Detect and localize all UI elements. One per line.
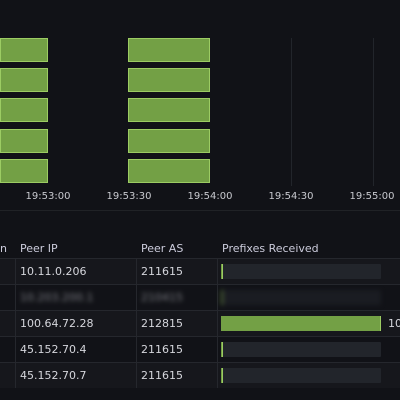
column-separator — [136, 363, 137, 388]
column-separator — [15, 337, 16, 362]
prefixes-gauge-fill — [221, 342, 223, 357]
state-timeline-panel: 19:53:00 19:53:30 19:54:00 19:54:30 19:5… — [0, 38, 395, 202]
column-separator — [15, 311, 16, 336]
table-row: 100.64.72.28 212815 100 — [0, 310, 400, 336]
column-header-peer-as[interactable]: Peer AS — [141, 242, 184, 255]
panel-divider — [0, 210, 400, 211]
prefixes-value: 100 — [388, 317, 400, 330]
peer-ip-cell: 45.152.70.7 — [20, 369, 87, 382]
time-axis-tick: 19:53:00 — [25, 191, 71, 202]
prefixes-gauge — [221, 316, 381, 331]
peer-ip-cell: 10.11.0.206 — [20, 265, 87, 278]
state-block[interactable] — [0, 129, 48, 153]
column-separator — [217, 363, 218, 388]
state-block[interactable] — [0, 98, 48, 122]
time-axis-tick: 19:54:30 — [268, 191, 314, 202]
prefixes-gauge — [221, 342, 381, 357]
grid-line — [373, 38, 374, 186]
column-separator — [15, 259, 16, 284]
column-separator — [136, 259, 137, 284]
prefixes-gauge — [221, 368, 381, 383]
time-axis-tick: 19:55:00 — [349, 191, 395, 202]
column-separator — [217, 311, 218, 336]
state-block[interactable] — [128, 159, 210, 183]
state-block[interactable] — [128, 129, 210, 153]
prefixes-gauge — [221, 290, 381, 305]
table-row: 45.152.70.7 211615 — [0, 362, 400, 388]
state-block[interactable] — [0, 159, 48, 183]
column-separator — [15, 363, 16, 388]
column-separator — [136, 311, 137, 336]
peer-as-cell: 211615 — [141, 265, 183, 278]
state-block[interactable] — [128, 68, 210, 92]
time-axis-tick: 19:54:00 — [187, 191, 233, 202]
column-separator — [217, 259, 218, 284]
column-separator — [136, 337, 137, 362]
column-separator — [217, 285, 218, 310]
table-row: 10.11.0.206 211615 — [0, 258, 400, 284]
state-block[interactable] — [0, 68, 48, 92]
prefixes-gauge-fill — [221, 368, 223, 383]
prefixes-gauge-fill — [221, 264, 223, 279]
column-separator — [136, 285, 137, 310]
column-separator — [217, 337, 218, 362]
peer-as-cell: 210415 — [141, 291, 183, 304]
peer-as-cell: 212815 — [141, 317, 183, 330]
table-row: 10.203.200.1 210415 — [0, 284, 400, 310]
table-row: 45.152.70.4 211615 — [0, 336, 400, 362]
peer-ip-cell: 100.64.72.28 — [20, 317, 94, 330]
table-header: n Peer IP Peer AS Prefixes Received — [0, 238, 400, 260]
state-block[interactable] — [0, 38, 48, 62]
peer-as-cell: 211615 — [141, 343, 183, 356]
state-block[interactable] — [128, 98, 210, 122]
peer-as-cell: 211615 — [141, 369, 183, 382]
time-axis-tick: 19:53:30 — [106, 191, 152, 202]
column-separator — [15, 285, 16, 310]
prefixes-gauge-fill — [221, 316, 381, 331]
column-header[interactable]: n — [0, 242, 7, 255]
column-header-peer-ip[interactable]: Peer IP — [20, 242, 58, 255]
peer-ip-cell: 10.203.200.1 — [20, 291, 94, 304]
column-header-prefixes-received[interactable]: Prefixes Received — [222, 242, 319, 255]
grid-line — [291, 38, 292, 186]
peer-ip-cell: 45.152.70.4 — [20, 343, 87, 356]
prefixes-gauge — [221, 264, 381, 279]
state-block[interactable] — [128, 38, 210, 62]
prefixes-gauge-fill — [221, 290, 223, 305]
